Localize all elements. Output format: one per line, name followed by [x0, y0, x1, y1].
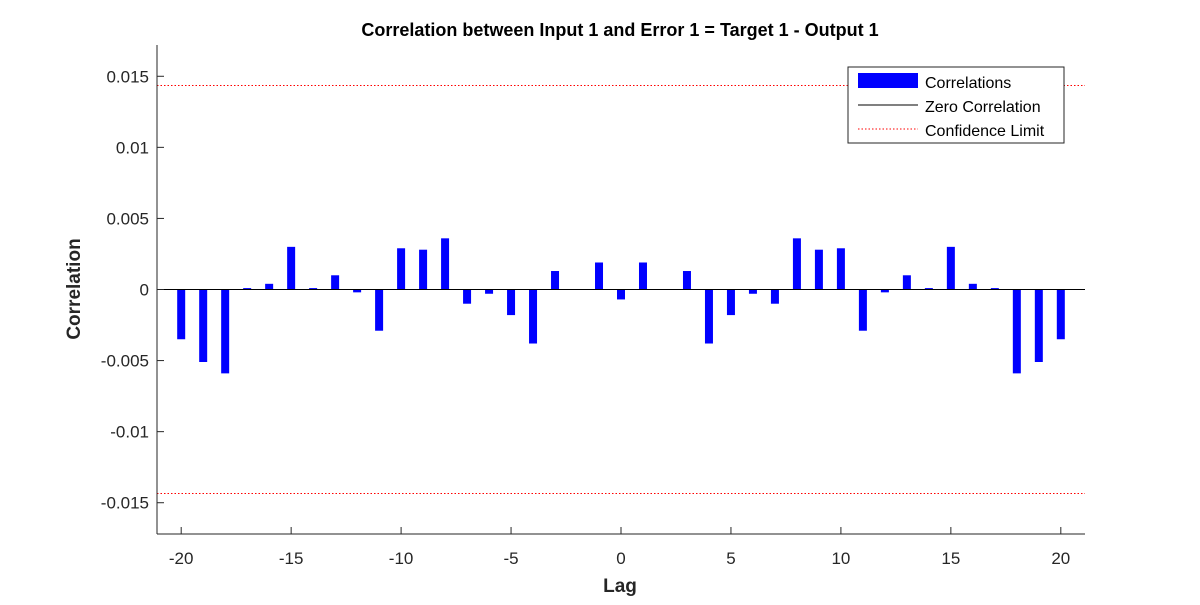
- bar-lag--18: [221, 289, 230, 374]
- legend-label-correlations: Correlations: [925, 75, 1011, 92]
- bar-lag--11: [375, 289, 384, 331]
- bar-lag--19: [199, 289, 208, 362]
- bar-lag--6: [485, 289, 494, 294]
- legend: Correlations Zero Correlation Confidence…: [847, 66, 1065, 144]
- bar-lag--12: [353, 289, 362, 293]
- bar-lag-13: [902, 275, 911, 290]
- y-tick-label: -0.01: [110, 423, 149, 442]
- bar-lag-17: [990, 288, 999, 290]
- bar-lag--16: [265, 283, 274, 290]
- bar-lag--7: [463, 289, 472, 304]
- bar-lag--8: [441, 238, 450, 290]
- bar-lag--13: [331, 275, 340, 290]
- y-tick-label: 0.01: [116, 138, 149, 157]
- bar-lag-11: [858, 289, 867, 331]
- bar-lag-9: [814, 249, 823, 290]
- bar-lag-5: [726, 289, 735, 316]
- x-axis-label: Lag: [603, 576, 637, 597]
- bar-lag--17: [243, 288, 252, 290]
- x-tick-label: 0: [616, 549, 625, 568]
- x-tick-label: -5: [503, 549, 518, 568]
- bar-lag-6: [748, 289, 757, 294]
- bar-lag-1: [638, 262, 647, 290]
- bar-lag-19: [1034, 289, 1043, 362]
- bar-lag--3: [551, 271, 560, 290]
- x-tick-label: -10: [389, 549, 414, 568]
- bar-lag-10: [836, 248, 845, 290]
- bar-lag-12: [880, 289, 889, 293]
- y-tick-label: -0.005: [101, 352, 149, 371]
- bar-lag-7: [770, 289, 779, 304]
- plot-area: -20 -15 -10 -5 0 5 10 15 20 0.015 0.01 0.005 0 -0.005…: [101, 45, 1085, 568]
- bar-lag-15: [946, 246, 955, 290]
- x-tick-label: -15: [279, 549, 304, 568]
- x-tick-label: 20: [1051, 549, 1070, 568]
- bar-lag--14: [309, 288, 318, 290]
- y-tick-label: 0: [140, 281, 149, 300]
- bar-lag--4: [529, 289, 538, 344]
- bar-lag--1: [595, 262, 604, 290]
- y-axis-label: Correlation: [64, 238, 85, 339]
- legend-label-confidence-limit: Confidence Limit: [925, 123, 1045, 140]
- y-tick-label: 0.015: [106, 67, 149, 86]
- legend-swatch-correlations: [858, 73, 918, 88]
- y-tick-label: -0.015: [101, 494, 149, 513]
- bar-lag-3: [682, 271, 691, 290]
- bar-lag-18: [1012, 289, 1021, 374]
- bar-lag-16: [968, 283, 977, 290]
- bar-lag--10: [397, 248, 406, 290]
- bar-lag--9: [419, 249, 428, 290]
- x-tick-label: -20: [169, 549, 194, 568]
- x-tick-label: 15: [941, 549, 960, 568]
- bar-lag--20: [177, 289, 186, 340]
- bar-lag-8: [792, 238, 801, 290]
- bar-lag-0: [617, 289, 625, 300]
- legend-label-zero-correlation: Zero Correlation: [925, 99, 1041, 116]
- chart-title: Correlation between Input 1 and Error 1 …: [361, 20, 878, 40]
- bar-lag--15: [287, 246, 296, 290]
- bar-lag-4: [704, 289, 713, 344]
- x-tick-label: 5: [726, 549, 735, 568]
- bar-lag--5: [507, 289, 516, 316]
- bar-lag-14: [924, 288, 933, 290]
- x-tick-label: 10: [831, 549, 850, 568]
- y-tick-label: 0.005: [106, 209, 149, 228]
- bar-lag-20: [1056, 289, 1065, 340]
